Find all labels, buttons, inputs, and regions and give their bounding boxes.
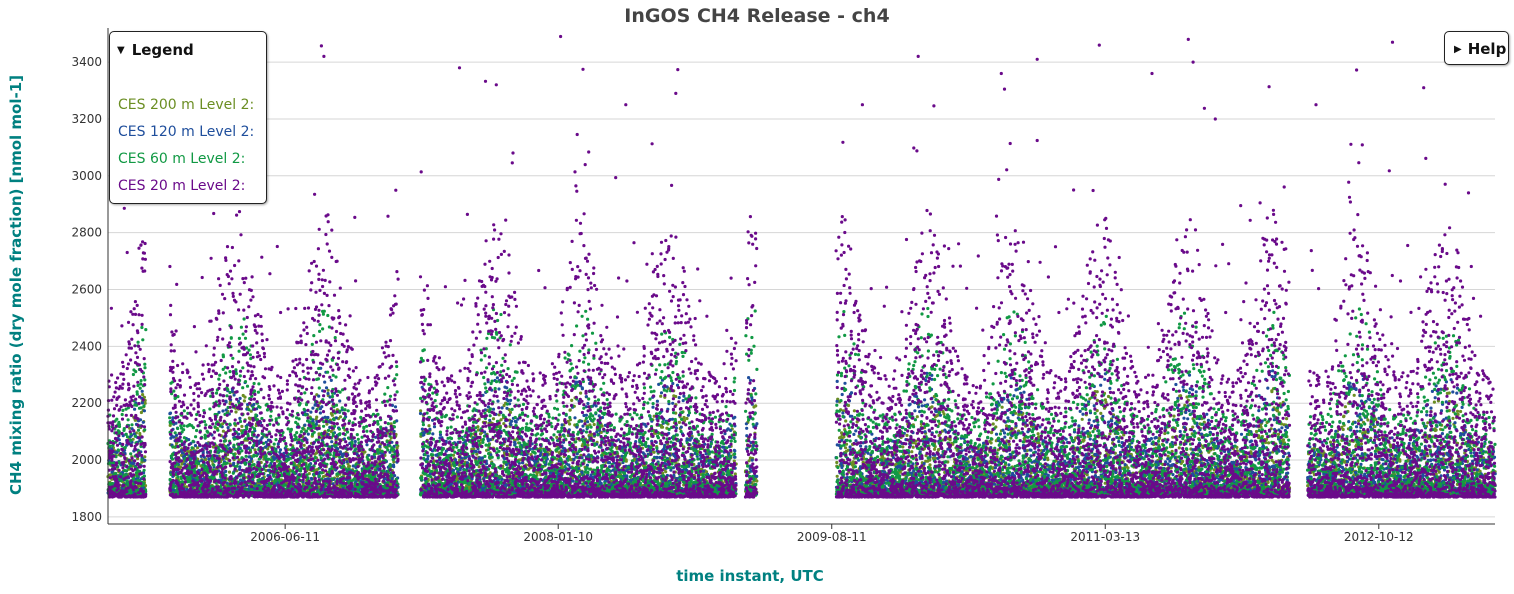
x-tick-label: 2009-08-11 — [797, 530, 867, 544]
y-tick-label: 2600 — [71, 283, 102, 297]
legend-panel: ▼ Legend CES 200 m Level 2: CES 120 m Lev… — [109, 31, 267, 204]
legend-item-ces-200m[interactable]: CES 200 m Level 2: — [118, 97, 255, 113]
legend-title: Legend — [131, 41, 194, 59]
legend-item-ces-20m[interactable]: CES 20 m Level 2: — [118, 178, 246, 194]
x-axis-label: time instant, UTC — [676, 567, 824, 585]
x-tick-label: 2011-03-13 — [1070, 530, 1140, 544]
y-tick-label: 3200 — [71, 112, 102, 126]
data-points — [106, 34, 1497, 499]
y-tick-label: 1800 — [71, 510, 102, 524]
help-button[interactable]: ▶ Help — [1444, 31, 1509, 65]
x-tick-label: 2006-06-11 — [250, 530, 320, 544]
legend-items: CES 200 m Level 2: CES 120 m Level 2: CE… — [118, 94, 254, 202]
legend-item-ces-120m[interactable]: CES 120 m Level 2: — [118, 124, 255, 140]
y-tick-label: 3000 — [71, 169, 102, 183]
y-tick-label: 2000 — [71, 453, 102, 467]
y-tick-label: 2200 — [71, 396, 102, 410]
help-label: Help — [1467, 40, 1507, 58]
y-tick-label: 2400 — [71, 339, 102, 353]
chart-title: InGOS CH4 Release - ch4 — [624, 5, 890, 27]
y-tick-label: 2800 — [71, 226, 102, 240]
x-tick-label: 2012-10-12 — [1344, 530, 1414, 544]
legend-toggle[interactable]: ▼ Legend — [117, 41, 194, 59]
x-tick-label: 2008-01-10 — [523, 530, 593, 544]
legend-item-ces-60m[interactable]: CES 60 m Level 2: — [118, 151, 246, 167]
y-axis-label: CH4 mixing ratio (dry mole fraction) [nm… — [7, 74, 25, 496]
axes: 1800 2000 2200 2400 2600 2800 3000 3200 3400 2006… — [71, 28, 1495, 544]
triangle-down-icon: ▼ — [117, 45, 125, 56]
y-tick-label: 3400 — [71, 55, 102, 69]
triangle-right-icon: ▶ — [1454, 44, 1462, 55]
